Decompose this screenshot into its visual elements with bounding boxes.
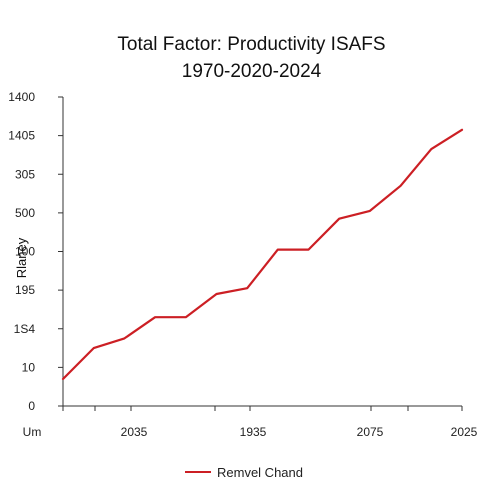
- chart-subtitle: 1970-2020-2024: [181, 61, 322, 82]
- x-tick-label: 2075: [357, 425, 384, 439]
- legend: Remvel Chand: [185, 463, 303, 481]
- y-tick-label: 1405: [8, 129, 35, 143]
- y-tick-label: 500: [15, 206, 35, 220]
- legend-label: Remvel Chand: [217, 464, 303, 480]
- x-tick-label: 2025: [451, 425, 478, 439]
- legend-swatch: [185, 471, 211, 473]
- x-tick-label: Um: [23, 425, 42, 439]
- chart-title: Total Factor: Productivity ISAFS: [117, 34, 386, 55]
- x-tick-label: 1935: [240, 425, 267, 439]
- y-tick-label: 1S4: [14, 322, 36, 336]
- y-tick-label: 0: [28, 399, 35, 413]
- y-tick-label: 195: [15, 283, 35, 297]
- y-tick-label: 305: [15, 167, 35, 181]
- y-tick-label: 1400: [8, 90, 35, 104]
- y-tick-label: 10: [22, 360, 36, 374]
- x-tick-label: 2035: [121, 425, 148, 439]
- series-line: [61, 128, 464, 381]
- y-axis-title: Rlaney: [14, 237, 29, 278]
- y-tick-label: 100: [15, 245, 35, 259]
